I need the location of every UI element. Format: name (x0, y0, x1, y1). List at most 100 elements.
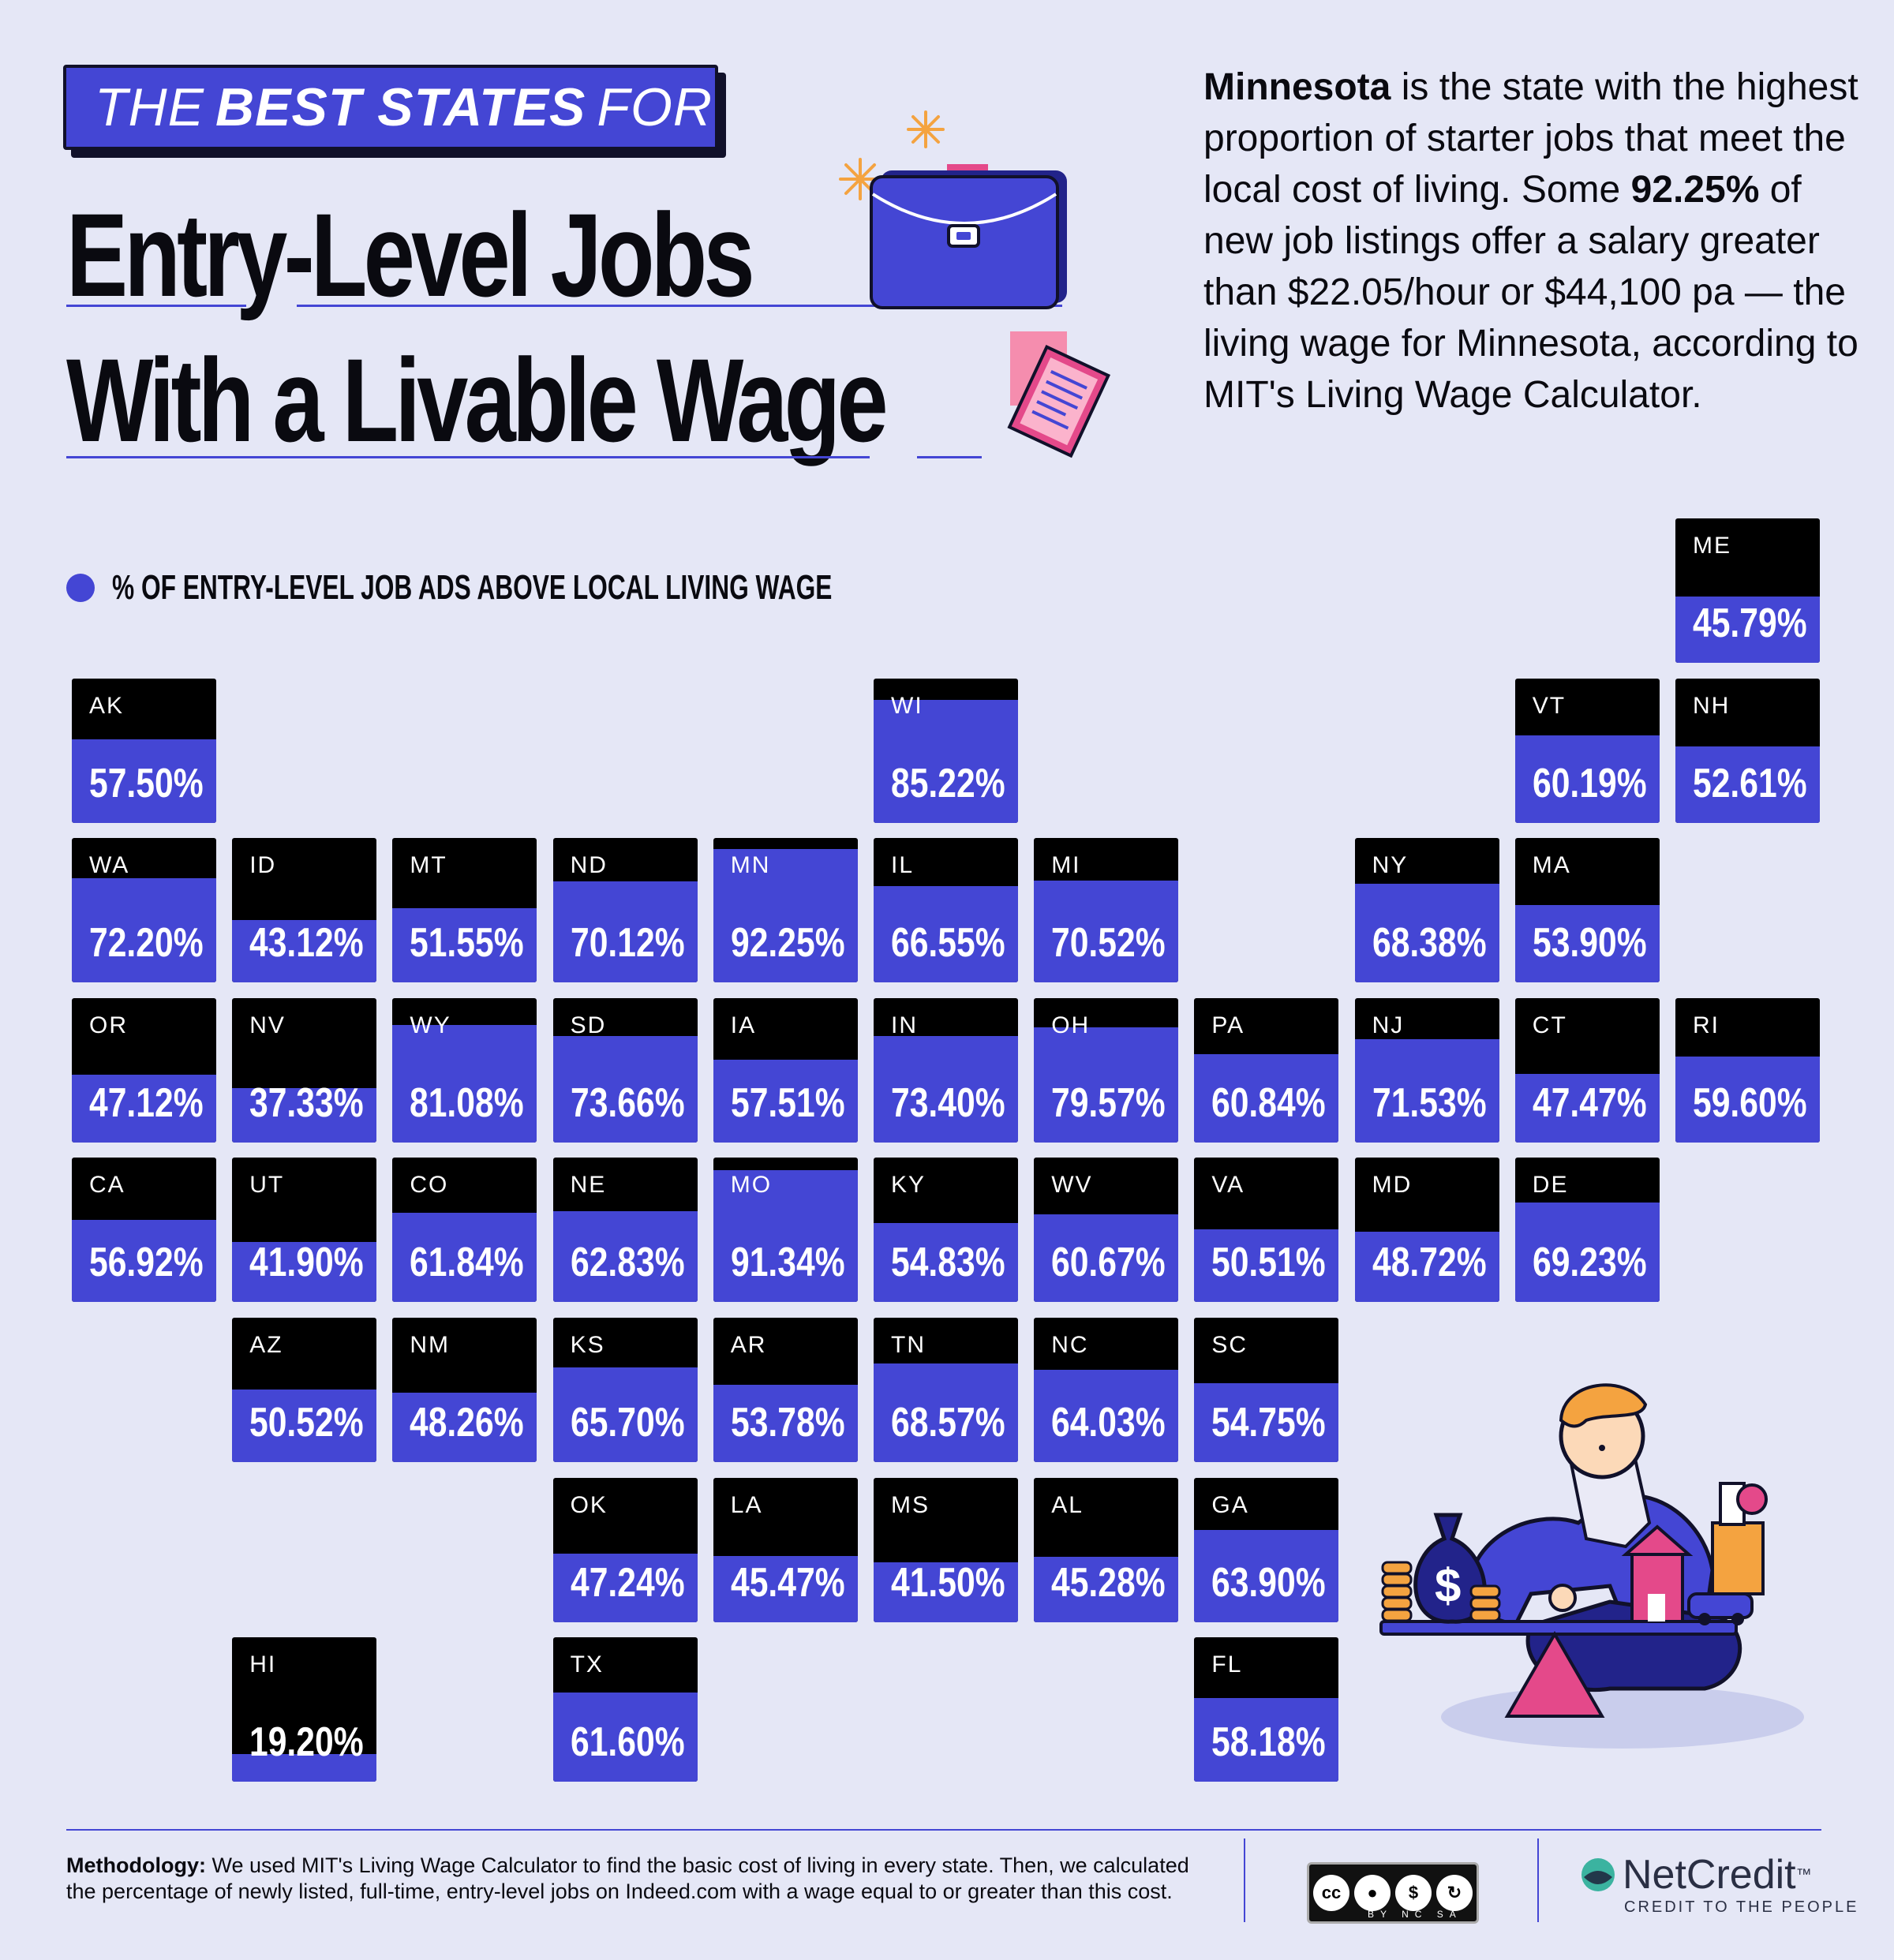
tile-fill-bar (1675, 1056, 1820, 1143)
tile-value-label: 50.51% (1211, 1240, 1327, 1286)
tile-fl: FL 58.18% (1194, 1637, 1339, 1782)
tile-fill-bar (1675, 597, 1820, 663)
tile-state-label: WV (1051, 1172, 1093, 1199)
tile-id: ID 43.12% (232, 838, 377, 983)
tile-az: AZ 50.52% (232, 1318, 377, 1462)
title-line-1: Entry-Level Jobs (66, 189, 755, 321)
tile-il: IL 66.55% (874, 838, 1018, 983)
tile-fill-bar (1194, 1382, 1339, 1462)
tile-fill-bar (1194, 1054, 1339, 1143)
tile-value-label: 70.52% (1051, 920, 1166, 967)
tile-state-label: LA (730, 1491, 763, 1518)
tile-fill-bar (552, 1554, 698, 1622)
tile-fill-bar (1034, 881, 1179, 983)
tile-value-label: 65.70% (570, 1400, 685, 1446)
tile-md: MD 48.72% (1354, 1158, 1499, 1303)
tile-fill-bar (713, 1170, 858, 1303)
tile-state-label: DE (1532, 1172, 1569, 1199)
tile-state-label: ID (249, 852, 277, 879)
netcredit-logo-icon (1581, 1858, 1615, 1891)
tile-value-label: 53.78% (730, 1400, 845, 1446)
briefcase-icon (870, 164, 1067, 309)
tile-ut: UT 41.90% (232, 1158, 377, 1303)
tile-fill-bar (552, 1036, 698, 1143)
tile-tn: TN 68.57% (874, 1318, 1018, 1462)
tile-value-label: 48.26% (410, 1400, 525, 1446)
tile-state-label: NV (249, 1012, 286, 1038)
tile-state-label: NY (1372, 852, 1409, 879)
coins-icon (1381, 1561, 1501, 1622)
tile-fill-bar (232, 1241, 377, 1303)
tile-value-label: 71.53% (1372, 1079, 1487, 1126)
title-rule-2b (917, 456, 982, 458)
tile-value-label: 52.61% (1693, 760, 1807, 806)
tile-ca: CA 56.92% (72, 1158, 216, 1303)
title-rule-2a (66, 456, 870, 458)
tile-state-label: MS (891, 1491, 930, 1518)
tile-state-label: TN (891, 1332, 926, 1358)
tile-wi: WI 85.22% (874, 678, 1018, 823)
tile-value-label: 51.55% (410, 920, 525, 967)
tile-value-label: 91.34% (730, 1240, 845, 1286)
tile-value-label: 60.67% (1051, 1240, 1166, 1286)
tile-fill-bar (713, 1556, 858, 1622)
footer-rule (66, 1829, 1821, 1831)
tile-value-label: 68.57% (891, 1400, 1005, 1446)
tile-fill-bar (552, 1693, 698, 1782)
tile-fill-bar (72, 1074, 216, 1143)
title-rule-1b (297, 305, 1062, 307)
tile-fill-bar (232, 1389, 377, 1462)
tile-value-label: 63.90% (1211, 1559, 1327, 1606)
tile-fill-bar (1354, 884, 1499, 983)
tile-state-label: AR (730, 1332, 767, 1358)
tile-state-label: NH (1693, 692, 1731, 719)
tile-fill-bar (874, 886, 1018, 983)
brand-trademark: ™ (1795, 1865, 1812, 1883)
tile-state-label: MD (1372, 1172, 1413, 1199)
footer-divider-2 (1537, 1838, 1539, 1922)
tile-fill-bar (1675, 746, 1820, 823)
tile-value-label: 45.47% (730, 1559, 845, 1606)
tile-ky: KY 54.83% (874, 1158, 1018, 1303)
tile-value-label: 41.90% (249, 1240, 364, 1286)
tile-map: ME 45.79% AK 57.50% WI 85.22% VT 60.19% NH 52.61%… (72, 518, 1820, 1782)
tile-state-label: UT (249, 1172, 285, 1199)
tile-state-label: AK (89, 692, 125, 719)
tile-fill-bar (1034, 1556, 1179, 1622)
tile-state-label: MI (1051, 852, 1081, 879)
tile-fill-bar (72, 1220, 216, 1303)
tile-state-label: ME (1693, 533, 1731, 559)
tile-fill-bar (392, 1025, 537, 1143)
tile-value-label: 73.40% (891, 1079, 1005, 1126)
tile-state-label: OK (570, 1491, 608, 1518)
tile-fill-bar (1354, 1038, 1499, 1143)
tile-mi: MI 70.52% (1034, 838, 1179, 983)
tile-mo: MO 91.34% (713, 1158, 858, 1303)
tile-ga: GA 63.90% (1194, 1477, 1339, 1622)
tile-fill-bar (1514, 1202, 1660, 1303)
netcredit-logo[interactable]: NetCredit ™ (1580, 1851, 1812, 1898)
tile-nv: NV 37.33% (232, 997, 377, 1143)
shadow-ellipse (1441, 1685, 1804, 1749)
tile-value-label: 53.90% (1532, 920, 1647, 967)
tile-state-label: WY (410, 1012, 451, 1038)
tile-state-label: NE (570, 1172, 607, 1199)
tile-value-label: 60.84% (1211, 1079, 1327, 1126)
tile-state-label: NC (1051, 1332, 1089, 1358)
tile-fill-bar (1514, 1073, 1660, 1143)
seesaw (1379, 1620, 1738, 1718)
car-icon (1687, 1592, 1754, 1625)
tile-state-label: MT (410, 852, 447, 879)
tile-state-label: IN (891, 1012, 918, 1038)
tile-value-label: 79.57% (1051, 1079, 1166, 1126)
tile-mn: MN 92.25% (713, 838, 858, 983)
tile-value-label: 66.55% (891, 920, 1005, 967)
tile-state-label: CO (410, 1172, 449, 1199)
intro-text-1: is the state with the highest proportion… (1203, 66, 1858, 211)
tile-nj: NJ 71.53% (1354, 997, 1499, 1143)
tile-de: DE 69.23% (1514, 1158, 1660, 1303)
tile-fill-bar (713, 849, 858, 983)
tile-ia: IA 57.51% (713, 997, 858, 1143)
tile-la: LA 45.47% (713, 1477, 858, 1622)
tile-fill-bar (874, 699, 1018, 823)
